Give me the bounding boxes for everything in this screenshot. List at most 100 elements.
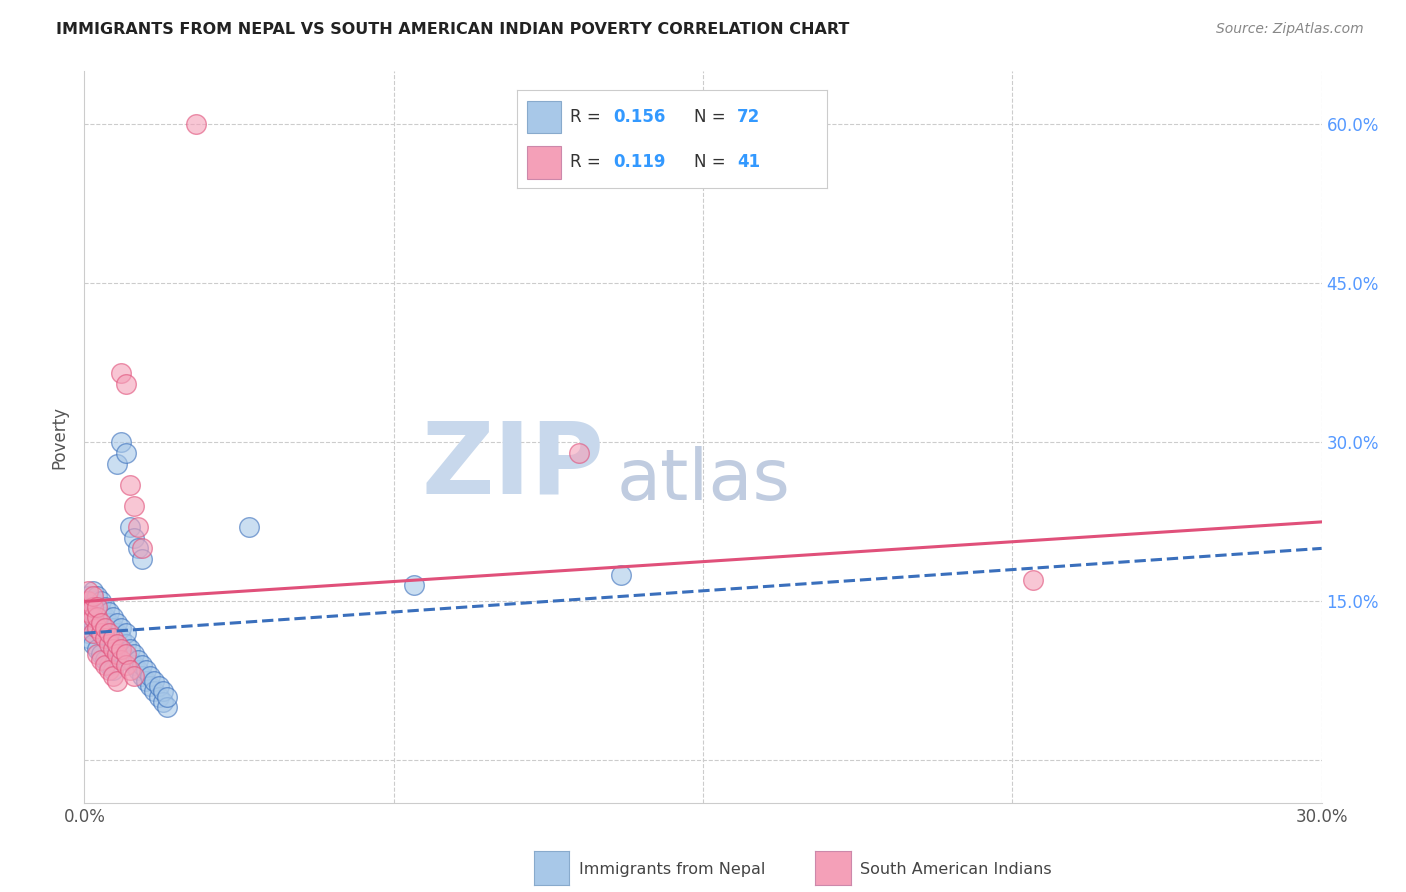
Point <box>114 626 136 640</box>
Point <box>139 668 162 682</box>
Point <box>77 626 100 640</box>
Point <box>143 673 166 688</box>
Point <box>110 632 132 646</box>
Point <box>90 605 112 619</box>
Point <box>127 520 149 534</box>
Point <box>114 648 136 662</box>
Point <box>98 637 121 651</box>
Point <box>98 605 121 619</box>
Point <box>98 626 121 640</box>
Point <box>122 531 145 545</box>
Point <box>568 446 591 460</box>
Point <box>90 626 112 640</box>
Point <box>103 642 125 657</box>
Point <box>122 658 145 673</box>
FancyBboxPatch shape <box>527 146 561 178</box>
Text: South American Indians: South American Indians <box>860 863 1052 877</box>
Point <box>118 663 141 677</box>
Point <box>90 653 112 667</box>
Point <box>103 668 125 682</box>
Point <box>404 578 426 592</box>
Point <box>105 648 128 662</box>
Point <box>114 658 136 673</box>
Point <box>131 668 153 682</box>
Point <box>135 663 157 677</box>
Point <box>98 663 121 677</box>
Point <box>77 583 100 598</box>
Text: R =: R = <box>569 108 606 127</box>
Point <box>127 541 149 556</box>
Point <box>238 520 260 534</box>
Point <box>77 615 100 630</box>
Point <box>105 637 128 651</box>
Point <box>114 377 136 392</box>
Text: N =: N = <box>693 153 731 171</box>
Point <box>103 621 125 635</box>
Point <box>82 610 104 624</box>
Point <box>77 610 100 624</box>
Text: IMMIGRANTS FROM NEPAL VS SOUTH AMERICAN INDIAN POVERTY CORRELATION CHART: IMMIGRANTS FROM NEPAL VS SOUTH AMERICAN … <box>56 22 849 37</box>
Point <box>77 599 100 614</box>
Point <box>135 673 157 688</box>
Text: atlas: atlas <box>616 447 790 516</box>
Point <box>86 621 108 635</box>
Point <box>90 594 112 608</box>
Point <box>90 648 112 662</box>
Text: 72: 72 <box>737 108 761 127</box>
Text: R =: R = <box>569 153 612 171</box>
Point <box>94 599 117 614</box>
Point <box>86 599 108 614</box>
Text: N =: N = <box>693 108 731 127</box>
Point <box>94 632 117 646</box>
Point <box>114 446 136 460</box>
Point <box>131 552 153 566</box>
Point <box>110 367 132 381</box>
Point <box>103 610 125 624</box>
Point <box>82 589 104 603</box>
Point <box>118 642 141 657</box>
Point <box>94 621 117 635</box>
Point <box>105 626 128 640</box>
Point <box>152 684 174 698</box>
Point <box>77 605 100 619</box>
Point <box>110 653 132 667</box>
Text: ZIP: ZIP <box>422 417 605 515</box>
Point <box>82 583 104 598</box>
Point <box>98 658 121 673</box>
Point <box>103 632 125 646</box>
Text: 0.156: 0.156 <box>613 108 665 127</box>
Point <box>110 621 132 635</box>
Point <box>148 679 170 693</box>
Point <box>1022 573 1045 587</box>
Point <box>110 642 132 657</box>
Point <box>94 658 117 673</box>
Point <box>122 668 145 682</box>
Point <box>82 594 104 608</box>
Point <box>86 610 108 624</box>
Point <box>118 477 141 491</box>
Point <box>105 637 128 651</box>
Point <box>94 621 117 635</box>
Point <box>82 615 104 630</box>
Text: 0.119: 0.119 <box>613 153 666 171</box>
Point <box>148 690 170 704</box>
Point <box>94 653 117 667</box>
Text: Immigrants from Nepal: Immigrants from Nepal <box>579 863 766 877</box>
Point <box>86 589 108 603</box>
Point <box>77 632 100 646</box>
Point <box>118 520 141 534</box>
Point <box>131 658 153 673</box>
Point <box>86 642 108 657</box>
Point <box>122 648 145 662</box>
Point <box>103 663 125 677</box>
Point <box>82 626 104 640</box>
Point <box>114 648 136 662</box>
Point <box>90 615 112 630</box>
Point <box>143 684 166 698</box>
Point <box>127 663 149 677</box>
Point <box>110 642 132 657</box>
Point <box>86 599 108 614</box>
Text: 41: 41 <box>737 153 761 171</box>
Point <box>118 653 141 667</box>
Point <box>86 648 108 662</box>
